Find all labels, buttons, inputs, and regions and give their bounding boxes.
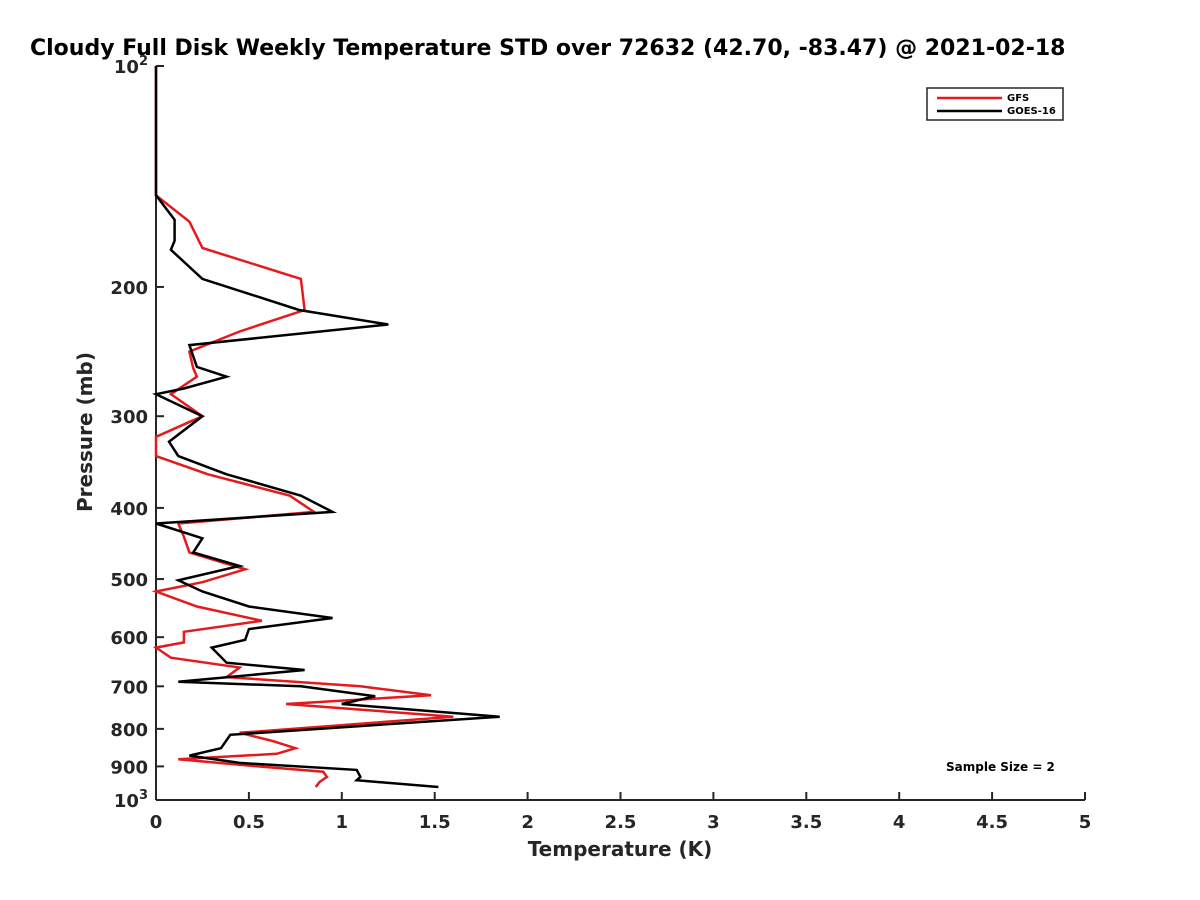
chart-title: Cloudy Full Disk Weekly Temperature STD … [30,36,1065,61]
legend-box [926,87,1064,121]
y-axis-ticks: 102 200 300 400 500 600 700 800 900 103 [110,54,164,812]
y-tick-label: 102 [114,54,148,78]
x-tick-label: 3.5 [790,812,822,833]
x-tick-label: 1.5 [419,812,451,833]
series-line-goes16 [152,66,500,789]
x-tick-label: 0 [150,812,163,833]
x-tick-label: 0.5 [233,812,265,833]
legend-label-gfs: GFS [1007,93,1029,104]
y-tick-label: 600 [110,628,148,649]
x-tick-label: 2 [521,812,534,833]
x-axis-label: Temperature (K) [528,837,713,861]
x-tick-label: 5 [1079,812,1092,833]
x-tick-label: 3 [707,812,720,833]
y-tick-label: 700 [110,677,148,698]
legend: GFS GOES-16 [926,87,1064,121]
y-axis-label: Pressure (mb) [73,352,97,512]
y-tick-label: 200 [110,278,148,299]
legend-label-goes16: GOES-16 [1007,106,1056,117]
plot-area [155,66,1085,801]
y-tick-label: 500 [110,570,148,591]
x-tick-label: 4 [893,812,906,833]
y-tick-label: 103 [114,788,148,812]
series-layer [151,66,500,789]
y-tick-label: 900 [110,757,148,778]
x-axis-ticks: 0 0.5 1 1.5 2 2.5 3 3.5 4 4.5 5 [150,792,1092,833]
y-tick-label: 400 [110,499,148,520]
sample-size-annotation: Sample Size = 2 [946,760,1055,774]
y-tick-label: 800 [110,720,148,741]
y-tick-label: 300 [110,407,148,428]
x-tick-label: 4.5 [976,812,1008,833]
x-tick-label: 1 [336,812,349,833]
x-tick-label: 2.5 [605,812,637,833]
